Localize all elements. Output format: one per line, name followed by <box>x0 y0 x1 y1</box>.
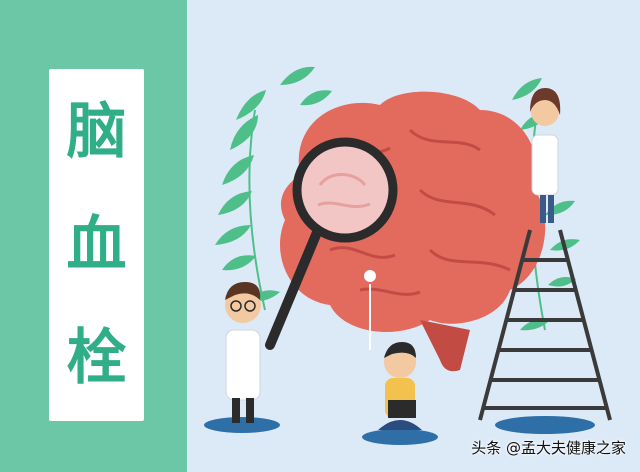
watermark: 头条 @孟大夫健康之家 <box>471 439 626 457</box>
doctor-left <box>204 282 280 433</box>
title-char-1: 脑 <box>66 96 127 167</box>
title-box: 脑 血 栓 <box>49 69 144 421</box>
title-char-2: 血 <box>66 209 127 280</box>
person-with-laptop <box>362 342 438 445</box>
ladder-shadow <box>495 416 595 434</box>
target-marker <box>362 268 378 350</box>
doctor-on-ladder <box>530 88 561 223</box>
brain-illustration <box>204 66 612 445</box>
title-char-3: 栓 <box>66 323 127 394</box>
ladder <box>478 229 612 421</box>
magnifying-glass <box>265 137 398 350</box>
left-title-panel: 脑 血 栓 <box>0 0 187 472</box>
